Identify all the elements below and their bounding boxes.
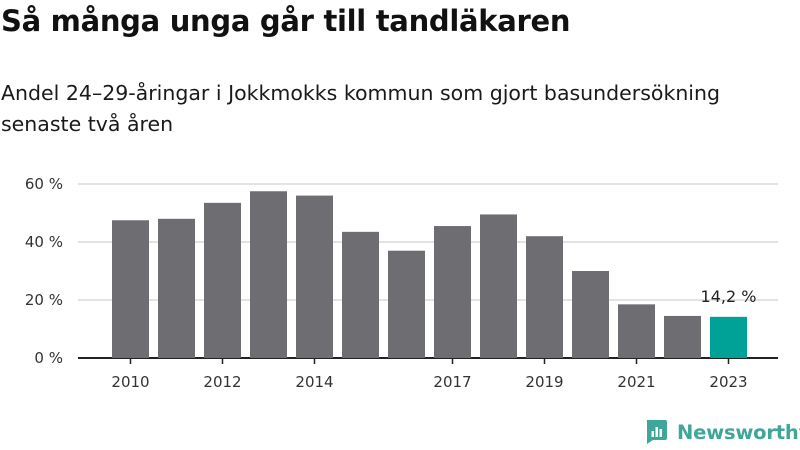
brand-name: Newsworthy [677, 420, 800, 444]
bar-2015 [342, 231, 379, 358]
chart-subtitle: Andel 24–29-åringar i Jokkmokks kommun s… [1, 81, 721, 136]
newsworthy-brand[interactable]: Newsworthy [644, 419, 800, 445]
y-tick-label: 60 % [25, 175, 63, 193]
y-axis-ticks: 0 % 20 % 40 % 60 % [25, 175, 63, 367]
bar-2023 [710, 316, 747, 358]
bar-2021 [618, 304, 655, 358]
y-tick-label: 40 % [25, 233, 63, 251]
data-label-2023: 14,2 % [701, 287, 757, 306]
x-axis-ticks: 2010 2012 2014 2017 2019 2021 2023 [111, 358, 748, 391]
bar-2020 [572, 271, 609, 358]
bar-2011 [158, 218, 195, 358]
bar-2022 [664, 315, 701, 358]
bars [112, 191, 747, 358]
bar-2018 [480, 214, 517, 358]
newsworthy-logo-icon [646, 420, 667, 444]
bar-2010 [112, 220, 149, 358]
y-tick-label: 0 % [34, 349, 63, 367]
x-tick-label: 2019 [525, 373, 563, 391]
chart-title: Så många unga går till tandläkaren [1, 4, 571, 38]
x-tick-label: 2023 [709, 373, 747, 391]
x-tick-label: 2021 [617, 373, 655, 391]
bar-2012 [204, 202, 241, 358]
x-tick-label: 2010 [111, 373, 149, 391]
bar-2013 [250, 191, 287, 358]
x-tick-label: 2012 [203, 373, 241, 391]
data-labels: 14,2 % [701, 287, 757, 306]
x-tick-label: 2014 [295, 373, 333, 391]
bar-2017 [434, 226, 471, 358]
y-tick-label: 20 % [25, 291, 63, 309]
bar-2019 [526, 236, 563, 358]
bar-2016 [388, 250, 425, 358]
bar-2014 [296, 195, 333, 358]
x-tick-label: 2017 [433, 373, 471, 391]
